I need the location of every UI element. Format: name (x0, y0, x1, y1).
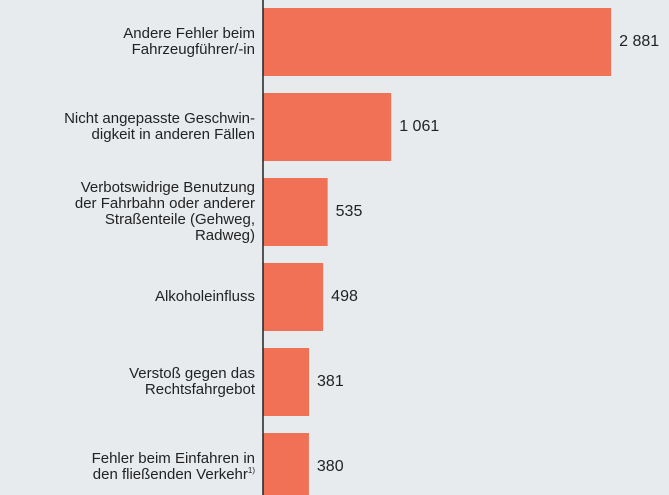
bar (263, 93, 392, 161)
value-label: 381 (317, 373, 344, 390)
category-text: Fehler beim Einfahren in den fließenden … (91, 450, 255, 483)
value-label: 498 (331, 288, 358, 305)
category-label: Verstoß gegen das Rechtsfahrgebot (0, 366, 255, 398)
bar (263, 433, 309, 495)
category-text: Verbotswidrige Benutzung der Fahrbahn od… (74, 179, 255, 244)
bar (263, 348, 310, 416)
value-label: 2 881 (619, 33, 659, 50)
value-label: 380 (317, 458, 344, 475)
bar (263, 263, 324, 331)
bar (263, 178, 328, 246)
category-text: Verstoß gegen das Rechtsfahrgebot (129, 365, 255, 398)
category-text: Andere Fehler beim Fahrzeugführer/-in (123, 25, 255, 58)
category-label: Nicht angepasste Geschwin- digkeit in an… (0, 111, 255, 143)
bar (263, 8, 612, 76)
value-label: 535 (336, 203, 363, 220)
category-label: Andere Fehler beim Fahrzeugführer/-in (0, 26, 255, 58)
value-label: 1 061 (399, 118, 439, 135)
category-label: Fehler beim Einfahren in den fließenden … (0, 451, 255, 483)
footnote-mark: 1) (247, 466, 255, 475)
category-label: Alkoholeinfluss (0, 289, 255, 305)
category-text: Nicht angepasste Geschwin- digkeit in an… (64, 110, 255, 143)
category-label: Verbotswidrige Benutzung der Fahrbahn od… (0, 180, 255, 244)
category-text: Alkoholeinfluss (154, 288, 255, 305)
